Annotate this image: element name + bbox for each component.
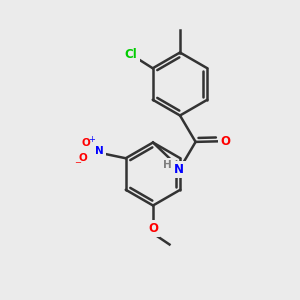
Text: +: + xyxy=(88,135,95,144)
Text: Cl: Cl xyxy=(125,48,137,61)
Text: −: − xyxy=(74,158,81,167)
Text: O: O xyxy=(79,153,88,163)
Text: H: H xyxy=(163,160,172,170)
Text: N: N xyxy=(173,163,184,176)
Text: N: N xyxy=(95,146,104,156)
Text: O: O xyxy=(82,138,91,148)
Text: O: O xyxy=(220,135,230,148)
Text: O: O xyxy=(148,222,158,235)
